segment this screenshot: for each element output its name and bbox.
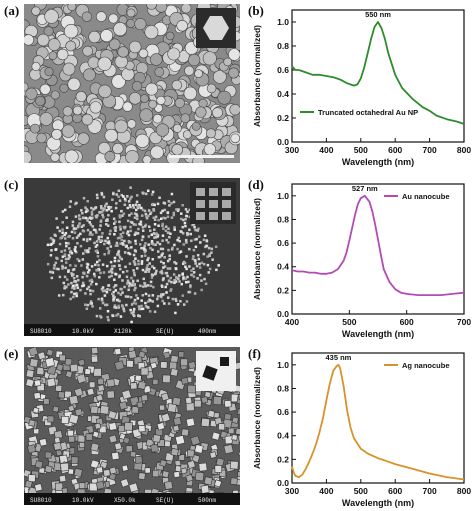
- peak-annotation-f: 435 nm: [326, 353, 352, 362]
- y-tick-label-d-1: 0.2: [277, 285, 289, 295]
- chart-b-absorbance-au-np: 300 400 500 600 700 800 0.0 0.2 0.4 0.6 0.8 1.0 Wave…: [252, 9, 471, 167]
- plot-frame-f: [291, 352, 465, 484]
- sem-image-truncated-octahedral-au: [24, 4, 240, 163]
- svg-text:10.0kV: 10.0kV: [72, 497, 94, 504]
- x-axis-label-f: Wavelength (nm): [342, 498, 414, 508]
- sem-a-texture: [24, 4, 240, 163]
- peak-annotation-d: 527 nm: [352, 184, 378, 193]
- chart-f-absorbance-ag-nanocube: 300 400 500 600 700 800 0.0 0.2 0.4 0.6 0.8 1.0 Wave…: [252, 352, 471, 508]
- x-tick-label-d-3: 700: [457, 317, 471, 327]
- plot-frame-b: [291, 9, 465, 143]
- legend-label-d: Au nanocube: [402, 192, 450, 201]
- sem-image-ag-nanocube: SU8010 10.0kV X50.0k SE(U) 500nm: [24, 347, 240, 505]
- y-tick-label-f-3: 0.6: [277, 407, 289, 417]
- y-axis-label-f: Absorbance (normalized): [252, 367, 262, 469]
- y-tick-label-b-4: 0.8: [277, 41, 289, 51]
- svg-text:500nm: 500nm: [198, 497, 216, 504]
- legend-label-f: Ag nanocube: [402, 361, 450, 370]
- svg-text:SU8010: SU8010: [30, 328, 52, 335]
- peak-annotation-b: 550 nm: [365, 10, 391, 19]
- y-tick-label-f-2: 0.4: [277, 431, 289, 441]
- panel-label-b: (b): [248, 3, 264, 18]
- y-tick-label-b-5: 1.0: [277, 17, 289, 27]
- x-tick-label-b-3: 600: [388, 145, 402, 155]
- panel-label-e: (e): [4, 346, 19, 361]
- y-tick-label-b-2: 0.4: [277, 89, 289, 99]
- svg-text:SE(U): SE(U): [156, 328, 174, 335]
- y-tick-label-b-3: 0.6: [277, 65, 289, 75]
- x-tick-label-d-1: 500: [342, 317, 356, 327]
- x-tick-label-b-2: 500: [354, 145, 368, 155]
- y-tick-label-f-1: 0.2: [277, 454, 289, 464]
- y-tick-label-b-0: 0.0: [277, 137, 289, 147]
- x-tick-label-f-2: 500: [354, 486, 368, 496]
- x-tick-label-b-1: 400: [319, 145, 333, 155]
- svg-text:SE(U): SE(U): [156, 497, 174, 504]
- y-tick-label-d-3: 0.6: [277, 238, 289, 248]
- y-tick-label-f-4: 0.8: [277, 383, 289, 393]
- x-tick-label-f-4: 700: [423, 486, 437, 496]
- chart-d-absorbance-au-nanocube: 400 500 600 700 0.0 0.2 0.4 0.6 0.8 1.0 Wavelength…: [252, 183, 471, 339]
- sem-image-au-nanocube: SU8010 10.0kV X120k SE(U) 400nm: [24, 178, 240, 336]
- x-tick-label-f-3: 600: [388, 486, 402, 496]
- x-tick-label-f-5: 800: [457, 486, 471, 496]
- y-tick-label-b-1: 0.2: [277, 113, 289, 123]
- panel-label-c: (c): [4, 177, 19, 192]
- x-tick-label-b-0: 300: [285, 145, 299, 155]
- series-line-b-0: [291, 21, 465, 125]
- x-tick-label-b-5: 800: [457, 145, 471, 155]
- y-tick-label-d-2: 0.4: [277, 262, 289, 272]
- x-tick-label-f-0: 300: [285, 486, 299, 496]
- y-tick-label-d-0: 0.0: [277, 309, 289, 319]
- svg-text:SU8010: SU8010: [30, 497, 52, 504]
- svg-text:X50.0k: X50.0k: [114, 497, 136, 504]
- x-tick-label-d-0: 400: [285, 317, 299, 327]
- y-tick-label-f-0: 0.0: [277, 478, 289, 488]
- panel-label-a: (a): [4, 3, 20, 18]
- series-line-f-0: [291, 363, 465, 481]
- svg-text:X120k: X120k: [114, 328, 132, 335]
- panel-label-d: (d): [248, 177, 264, 192]
- y-axis-label-b: Absorbance (normalized): [252, 25, 262, 127]
- legend-label-b: Truncated octahedral Au NP: [318, 108, 418, 117]
- plot-frame-d: [291, 183, 465, 315]
- y-axis-label-d: Absorbance (normalized): [252, 198, 262, 300]
- svg-text:400nm: 400nm: [198, 328, 216, 335]
- x-axis-label-d: Wavelength (nm): [342, 329, 414, 339]
- panel-label-f: (f): [248, 346, 261, 361]
- x-tick-label-d-2: 600: [400, 317, 414, 327]
- sem-e-texture: SU8010 10.0kV X50.0k SE(U) 500nm: [24, 347, 240, 505]
- svg-text:10.0kV: 10.0kV: [72, 328, 94, 335]
- x-tick-label-f-1: 400: [319, 486, 333, 496]
- y-tick-label-d-5: 1.0: [277, 191, 289, 201]
- y-tick-label-f-5: 1.0: [277, 360, 289, 370]
- sem-c-texture: SU8010 10.0kV X120k SE(U) 400nm: [24, 178, 240, 336]
- y-tick-label-d-4: 0.8: [277, 214, 289, 224]
- x-tick-label-b-4: 700: [423, 145, 437, 155]
- series-line-d-0: [291, 194, 465, 296]
- x-axis-label-b: Wavelength (nm): [342, 157, 414, 167]
